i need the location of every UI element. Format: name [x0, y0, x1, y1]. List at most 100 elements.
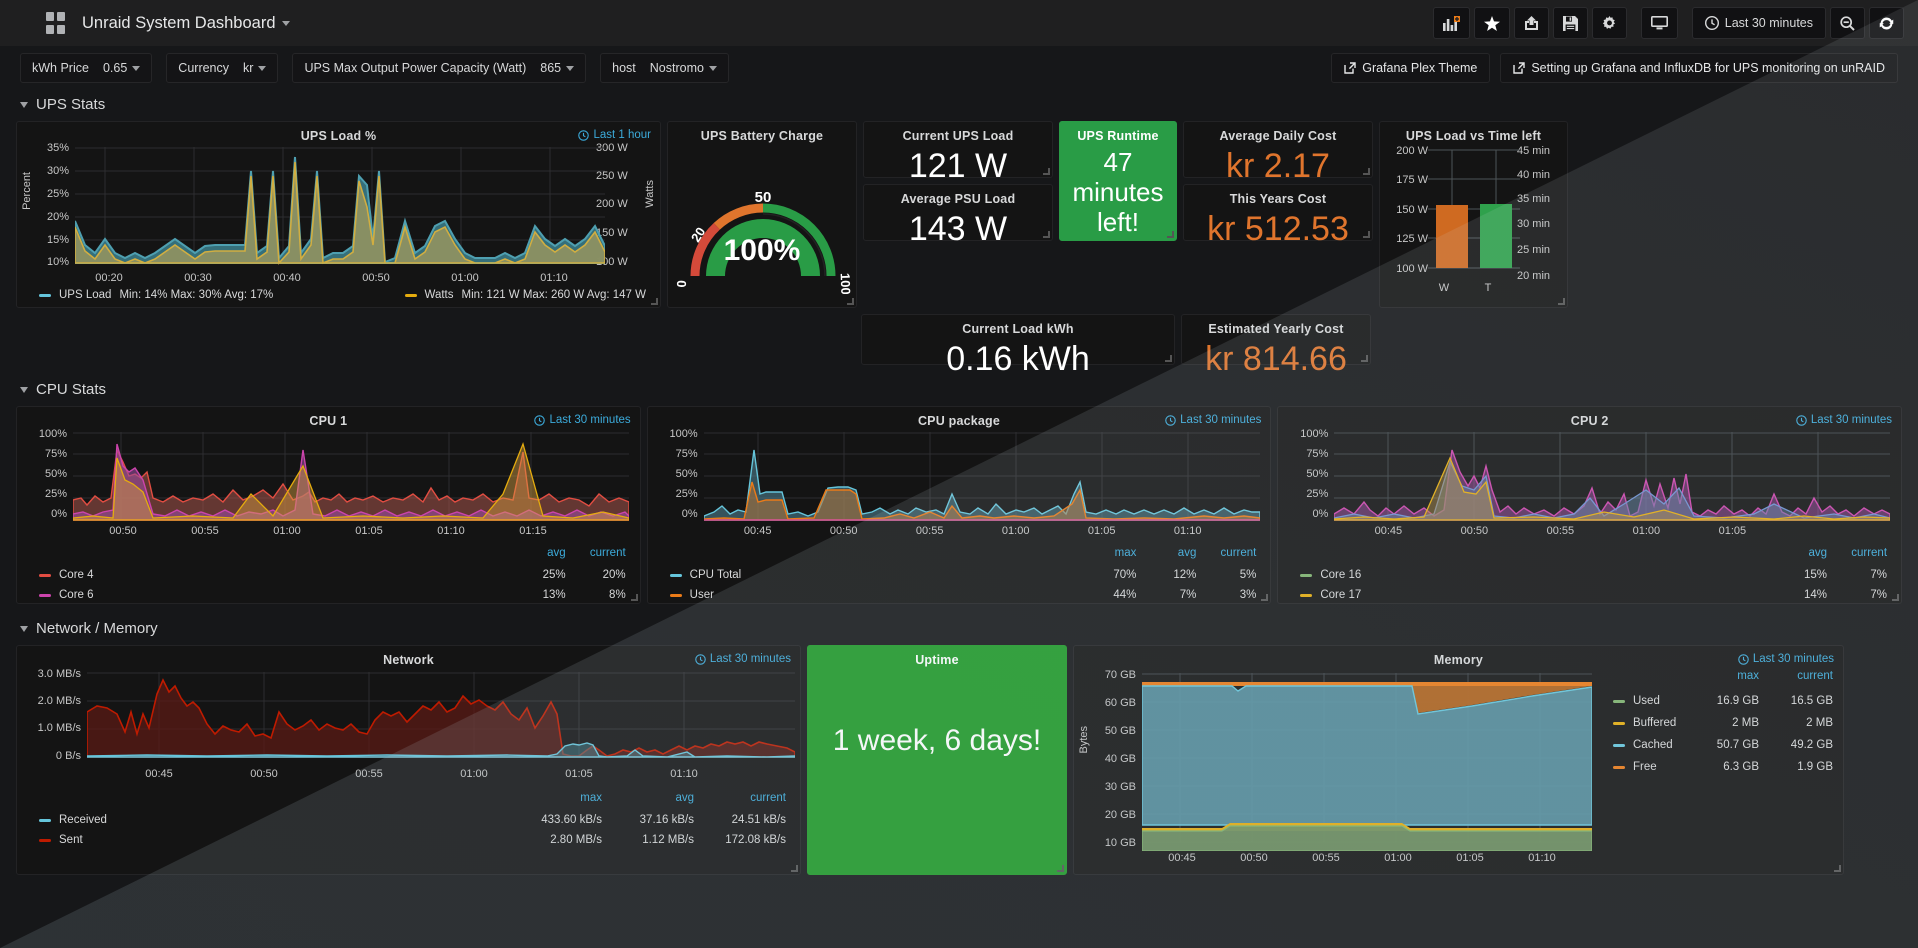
y-tick: 50%	[1306, 468, 1329, 480]
tv-mode-button[interactable]	[1640, 7, 1678, 39]
legend-column-header[interactable]: max	[1114, 547, 1137, 559]
variable-value-dropdown[interactable]: 0.65	[100, 61, 151, 75]
legend-column-header[interactable]: avg	[1808, 547, 1828, 559]
legend-column-header[interactable]: avg	[675, 792, 694, 804]
panel-resize-handle[interactable]	[1361, 355, 1368, 362]
y-tick: 75%	[44, 448, 67, 460]
refresh-button[interactable]	[1869, 7, 1904, 39]
legend-value-current: 2 MB	[1806, 717, 1833, 729]
panel-resize-handle[interactable]	[1165, 355, 1172, 362]
share-button[interactable]	[1513, 7, 1549, 39]
legend-column-header[interactable]: current	[589, 547, 626, 559]
variable-ups-max-output: UPS Max Output Power Capacity (Watt) 865	[292, 53, 587, 83]
legend-item[interactable]: Buffered 2 MB 2 MB	[1613, 712, 1833, 734]
settings-button[interactable]	[1591, 7, 1627, 39]
legend-item[interactable]: Used 16.9 GB 16.5 GB	[1613, 690, 1833, 712]
stat-column-left: Current UPS Load 121 W Average PSU Load …	[863, 121, 1053, 308]
panel-resize-handle[interactable]	[1167, 231, 1174, 238]
legend-item[interactable]: User 44% 7% 3%	[648, 585, 1271, 605]
row-header-network-memory[interactable]: Network / Memory	[0, 614, 1918, 645]
panel-current-load-kwh: Current Load kWh 0.16 kWh	[861, 314, 1175, 378]
legend-column-header[interactable]: max	[1737, 670, 1759, 682]
panel-resize-handle[interactable]	[791, 865, 798, 872]
add-panel-button[interactable]	[1432, 7, 1470, 39]
panel-time-range[interactable]: Last 30 minutes	[695, 653, 791, 665]
legend-column-header[interactable]: max	[580, 792, 602, 804]
panel-title: Average Daily Cost	[1219, 129, 1337, 143]
x-tick: 00:50	[250, 768, 278, 780]
y-tick: 50%	[44, 468, 67, 480]
legend-column-header[interactable]: avg	[547, 547, 566, 559]
panel-time-range[interactable]: Last 30 minutes	[1738, 653, 1834, 665]
row-header-ups-stats[interactable]: UPS Stats	[0, 90, 1918, 121]
panel-resize-handle[interactable]	[1057, 865, 1064, 872]
x-tick: 01:00	[273, 525, 301, 537]
legend-item[interactable]: Core 6 13% 8%	[17, 585, 640, 605]
legend-column-header[interactable]: current	[1851, 547, 1888, 559]
dashboard-title[interactable]: Unraid System Dashboard	[82, 14, 290, 33]
x-tick: 00:50	[1460, 525, 1489, 537]
panel-title: UPS Runtime	[1077, 129, 1159, 143]
legend-item[interactable]: Core 4 25% 20%	[17, 565, 640, 585]
row-header-cpu-stats[interactable]: CPU Stats	[0, 375, 1918, 406]
dashboard-link-ups-monitoring[interactable]: Setting up Grafana and InfluxDB for UPS …	[1500, 53, 1898, 83]
panel-resize-handle[interactable]	[1892, 594, 1900, 601]
legend-swatch	[1613, 699, 1625, 703]
legend-label: Core 16	[1320, 569, 1362, 581]
grid-logo-icon[interactable]	[46, 12, 68, 34]
panel-resize-handle[interactable]	[1834, 865, 1841, 872]
panel-resize-handle[interactable]	[1363, 231, 1370, 238]
dashboard-link-plex-theme[interactable]: Grafana Plex Theme	[1331, 53, 1491, 83]
legend-swatch	[1613, 721, 1625, 725]
legend-item[interactable]: Free 6.3 GB 1.9 GB	[1613, 756, 1833, 778]
x-tick: 00:50	[362, 272, 390, 284]
dashboard-links: Grafana Plex Theme Setting up Grafana an…	[1331, 53, 1898, 83]
row-title: UPS Stats	[36, 96, 106, 113]
legend-item[interactable]: Received 433.60 kB/s 37.16 kB/s 24.51 kB/s	[17, 810, 800, 830]
legend-item[interactable]: Sent 2.80 MB/s 1.12 MB/s 172.08 kB/s	[17, 830, 800, 850]
legend-item[interactable]: Watts Min: 121 W Max: 260 W Avg: 147 W	[404, 289, 660, 301]
panel-resize-handle[interactable]	[847, 298, 854, 305]
variable-value-dropdown[interactable]: 865	[537, 61, 585, 75]
x-tick: 00:55	[1312, 852, 1340, 864]
legend-item[interactable]: UPS Load Min: 14% Max: 30% Avg: 17%	[17, 289, 273, 301]
panel-ups-load-vs-time-left: UPS Load vs Time left 200 W 175 W 150 W …	[1379, 121, 1568, 308]
panel-resize-handle[interactable]	[1558, 298, 1565, 305]
x-tick: 01:15	[519, 525, 547, 537]
panel-resize-handle[interactable]	[1043, 231, 1050, 238]
time-range-picker[interactable]: Last 30 minutes	[1691, 7, 1826, 39]
panel-time-range[interactable]: Last 30 minutes	[1165, 414, 1261, 426]
y-tick: 25%	[44, 488, 67, 500]
legend-value-avg: 12%	[1173, 569, 1197, 581]
y-axis-title: Percent	[21, 172, 33, 210]
chevron-down-icon	[281, 20, 290, 26]
legend-column-header[interactable]: current	[1797, 670, 1833, 682]
panel-time-range[interactable]: Last 30 minutes	[534, 414, 631, 426]
legend-column-header[interactable]: current	[750, 792, 786, 804]
cpu-package-plot	[703, 432, 1260, 521]
star-button[interactable]	[1473, 7, 1510, 39]
legend-column-header[interactable]: avg	[1177, 547, 1197, 559]
legend-item[interactable]: Core 17 14% 7%	[1278, 585, 1901, 605]
variable-value-dropdown[interactable]: Nostromo	[647, 61, 728, 75]
x-tick: 00:45	[1168, 852, 1196, 864]
panel-time-range[interactable]: Last 1 hour	[578, 129, 651, 141]
panel-cpu-package: CPU package Last 30 minutes 100% 75% 50%…	[646, 406, 1272, 605]
zoom-out-button[interactable]	[1830, 7, 1865, 39]
x-tick: 00:55	[191, 525, 219, 537]
variable-value-dropdown[interactable]: kr	[240, 61, 277, 75]
legend-label: Used	[1633, 695, 1660, 707]
save-button[interactable]	[1552, 7, 1588, 39]
legend-item[interactable]: CPU Total 70% 12% 5%	[648, 565, 1271, 585]
legend-value-avg: 37.16 kB/s	[639, 814, 694, 826]
legend-item[interactable]: Core 16 15% 7%	[1278, 565, 1901, 585]
panel-resize-handle[interactable]	[630, 594, 638, 601]
y-tick: 100%	[1300, 428, 1329, 440]
panel-resize-handle[interactable]	[1261, 594, 1269, 601]
legend-column-header[interactable]: current	[1220, 547, 1257, 559]
panel-resize-handle[interactable]	[1363, 168, 1370, 175]
panel-resize-handle[interactable]	[651, 298, 658, 305]
panel-resize-handle[interactable]	[1043, 168, 1050, 175]
panel-time-range[interactable]: Last 30 minutes	[1796, 414, 1892, 426]
legend-item[interactable]: Cached 50.7 GB 49.2 GB	[1613, 734, 1833, 756]
